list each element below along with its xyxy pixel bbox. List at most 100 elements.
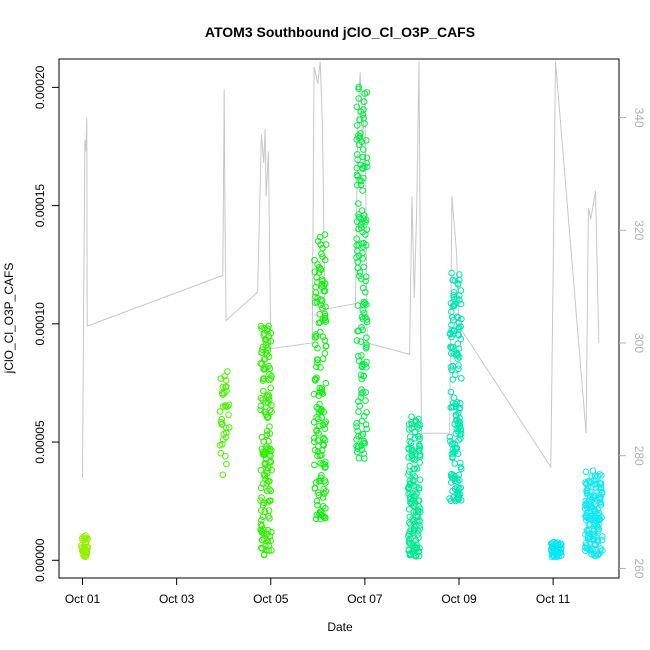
data-point bbox=[82, 547, 90, 555]
data-point bbox=[312, 293, 319, 301]
data-point bbox=[353, 136, 361, 143]
data-point bbox=[447, 343, 454, 351]
data-point bbox=[454, 349, 461, 357]
data-point bbox=[353, 420, 360, 427]
data-point bbox=[267, 487, 275, 495]
data-point bbox=[455, 345, 463, 352]
data-point bbox=[311, 256, 318, 264]
data-point bbox=[217, 418, 225, 426]
data-point bbox=[596, 479, 603, 486]
gray-line-path bbox=[82, 61, 600, 479]
x-tick-label: Oct 01 bbox=[65, 592, 101, 606]
data-point bbox=[455, 471, 463, 479]
data-point bbox=[321, 350, 329, 357]
data-point bbox=[454, 475, 461, 482]
data-point bbox=[225, 411, 232, 419]
data-point bbox=[363, 425, 370, 433]
data-point bbox=[355, 85, 363, 93]
data-point bbox=[318, 414, 326, 421]
data-point bbox=[267, 384, 275, 392]
data-point bbox=[311, 461, 318, 469]
data-point bbox=[450, 293, 458, 301]
data-point bbox=[448, 269, 455, 277]
data-point bbox=[354, 327, 361, 335]
data-point bbox=[219, 383, 227, 391]
data-point bbox=[353, 218, 361, 226]
data-point bbox=[314, 452, 321, 460]
data-point bbox=[317, 265, 324, 272]
data-point bbox=[266, 532, 274, 540]
data-point bbox=[264, 498, 272, 506]
data-point bbox=[316, 508, 324, 516]
data-point bbox=[321, 425, 329, 433]
data-point bbox=[316, 328, 324, 336]
data-point bbox=[416, 459, 424, 466]
data-point bbox=[321, 287, 329, 295]
data-point bbox=[407, 439, 415, 447]
data-point bbox=[353, 122, 361, 129]
data-point bbox=[262, 408, 270, 416]
data-point bbox=[321, 514, 329, 522]
data-point bbox=[260, 526, 267, 534]
data-point bbox=[321, 280, 329, 287]
data-point bbox=[455, 365, 462, 373]
data-point bbox=[448, 366, 455, 374]
data-point bbox=[450, 330, 457, 338]
x-tick-label: Oct 07 bbox=[347, 592, 383, 606]
data-point bbox=[408, 446, 416, 454]
data-point bbox=[591, 500, 599, 508]
data-point bbox=[416, 505, 424, 513]
data-point bbox=[457, 287, 465, 294]
data-point bbox=[598, 472, 605, 479]
data-point bbox=[456, 431, 464, 439]
x-tick-label: Oct 09 bbox=[441, 592, 477, 606]
data-point bbox=[264, 526, 272, 534]
data-point bbox=[355, 408, 362, 416]
data-point bbox=[450, 289, 458, 296]
data-point bbox=[358, 224, 365, 232]
data-point bbox=[586, 534, 593, 542]
data-point bbox=[458, 375, 465, 382]
data-point bbox=[447, 330, 454, 337]
data-point bbox=[452, 473, 459, 481]
data-point bbox=[320, 408, 328, 416]
gray-line-series bbox=[82, 61, 600, 479]
data-point bbox=[416, 433, 423, 440]
data-point bbox=[416, 476, 424, 484]
x-tick-label: Oct 11 bbox=[536, 592, 571, 606]
data-point bbox=[313, 497, 321, 505]
data-point bbox=[316, 422, 323, 430]
data-point bbox=[362, 289, 369, 296]
data-point bbox=[360, 309, 368, 317]
data-point bbox=[583, 509, 591, 517]
data-point bbox=[264, 325, 271, 332]
data-point bbox=[353, 337, 361, 344]
data-point bbox=[316, 233, 324, 241]
data-point bbox=[363, 409, 370, 416]
data-point bbox=[363, 301, 370, 308]
data-point bbox=[313, 428, 320, 435]
data-point bbox=[406, 528, 414, 535]
data-point bbox=[267, 537, 274, 545]
data-point bbox=[450, 350, 458, 358]
data-point bbox=[583, 544, 591, 552]
data-point bbox=[360, 146, 367, 153]
data-point bbox=[360, 98, 368, 105]
data-point bbox=[319, 355, 327, 363]
data-point bbox=[361, 212, 368, 219]
data-point bbox=[362, 397, 369, 405]
data-point bbox=[360, 440, 367, 447]
data-point bbox=[450, 399, 457, 407]
data-point bbox=[456, 404, 464, 412]
data-point bbox=[597, 494, 605, 502]
data-point bbox=[317, 301, 325, 309]
data-point bbox=[448, 344, 455, 352]
data-point bbox=[405, 539, 413, 547]
data-point bbox=[594, 551, 602, 558]
chart-title: ATOM3 Southbound jClO_Cl_O3P_CAFS bbox=[205, 24, 475, 40]
data-point bbox=[448, 440, 456, 448]
data-point bbox=[355, 357, 363, 365]
data-point bbox=[322, 379, 330, 387]
data-point bbox=[582, 540, 590, 547]
